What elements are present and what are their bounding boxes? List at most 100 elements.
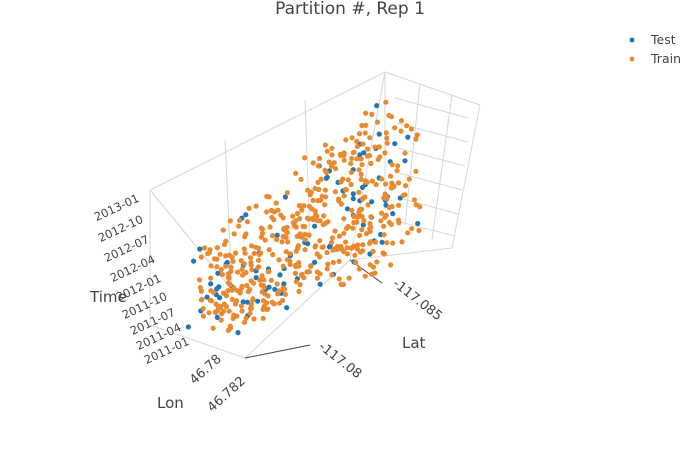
data-point-train xyxy=(399,239,405,245)
data-point-train xyxy=(222,253,229,259)
data-point-train xyxy=(226,275,232,281)
data-point-train xyxy=(239,272,245,278)
data-point-train xyxy=(249,267,255,273)
data-point-train xyxy=(244,219,250,225)
data-point-test xyxy=(376,131,382,137)
data-point-train xyxy=(308,263,314,269)
data-point-train xyxy=(284,230,290,236)
data-point-test xyxy=(350,196,356,202)
data-point-train xyxy=(243,315,249,321)
data-point-train xyxy=(237,217,243,223)
data-point-train xyxy=(326,159,332,165)
legend-item-test[interactable]: Test xyxy=(629,32,676,47)
data-point-train xyxy=(248,302,254,308)
data-point-train xyxy=(341,157,347,163)
data-point-train xyxy=(309,206,315,212)
data-point-train xyxy=(284,190,290,196)
data-point-train xyxy=(251,316,257,322)
data-point-train xyxy=(324,249,330,256)
data-point-train xyxy=(348,169,354,175)
data-point-train xyxy=(319,193,325,199)
data-point-train xyxy=(376,144,382,150)
data-point-train xyxy=(369,178,375,184)
data-point-train xyxy=(357,249,363,255)
data-point-test xyxy=(284,305,290,311)
data-point-train xyxy=(381,232,387,238)
data-point-train xyxy=(378,218,384,224)
data-point-train xyxy=(395,217,402,223)
data-point-train xyxy=(367,152,373,159)
data-point-train xyxy=(302,247,308,253)
data-point-train xyxy=(270,233,276,239)
data-point-train xyxy=(336,196,342,202)
data-point-train xyxy=(394,168,400,174)
data-point-train xyxy=(396,180,402,186)
data-point-train xyxy=(247,255,254,261)
data-point-train xyxy=(315,179,321,185)
lon-tick-label: 46.78 xyxy=(187,352,225,388)
data-point-train xyxy=(228,264,234,270)
data-point-train xyxy=(354,156,360,162)
data-point-train xyxy=(324,266,330,272)
data-point-train xyxy=(312,185,318,191)
data-point-train xyxy=(205,251,211,257)
data-point-test xyxy=(317,281,323,287)
data-point-test xyxy=(326,244,332,250)
data-point-train xyxy=(293,224,299,230)
legend[interactable]: Test Train xyxy=(629,32,682,66)
data-point-train xyxy=(372,239,379,245)
data-point-train xyxy=(266,247,272,253)
data-point-train xyxy=(301,275,307,281)
data-point-train xyxy=(296,288,302,294)
data-point-test xyxy=(274,232,280,238)
chart-title: Partition #, Rep 1 xyxy=(275,0,425,19)
data-point-train xyxy=(235,269,241,275)
data-point-train xyxy=(279,239,285,245)
data-point-train xyxy=(361,218,367,224)
data-point-test xyxy=(350,191,356,197)
data-point-train xyxy=(274,281,280,287)
data-point-train xyxy=(202,245,208,251)
data-point-train xyxy=(242,250,248,256)
data-point-train xyxy=(280,285,286,291)
data-point-train xyxy=(243,231,249,237)
data-point-train xyxy=(333,166,339,172)
data-point-train xyxy=(299,207,305,213)
data-point-test xyxy=(185,324,191,330)
data-point-train xyxy=(314,251,320,257)
data-point-train xyxy=(354,143,360,150)
data-point-train xyxy=(383,130,389,136)
legend-item-train[interactable]: Train xyxy=(629,51,682,66)
data-point-train xyxy=(229,296,235,303)
data-point-train xyxy=(239,266,245,272)
data-point-train xyxy=(231,231,237,237)
data-point-train xyxy=(318,197,324,203)
data-point-train xyxy=(262,291,268,297)
data-point-train xyxy=(246,205,252,211)
data-point-train xyxy=(296,203,302,209)
lat-tick-label: -117.085 xyxy=(390,276,445,324)
data-point-test xyxy=(197,246,203,252)
data-point-train xyxy=(351,149,357,155)
data-point-train xyxy=(408,126,414,132)
data-point-test xyxy=(324,174,330,180)
data-point-train xyxy=(258,225,264,231)
data-point-test xyxy=(344,206,350,212)
data-point-train xyxy=(367,221,373,227)
data-point-test xyxy=(215,270,221,276)
data-point-train xyxy=(386,205,392,211)
data-point-train xyxy=(218,266,224,273)
data-point-train xyxy=(356,266,362,272)
data-point-train xyxy=(225,288,231,294)
data-point-train xyxy=(362,273,368,279)
data-point-train xyxy=(313,243,319,249)
data-point-train xyxy=(223,304,229,310)
data-point-train xyxy=(257,277,263,283)
data-point-train xyxy=(348,161,354,167)
data-point-train xyxy=(341,193,347,199)
data-point-train xyxy=(284,224,290,230)
data-point-train xyxy=(305,187,311,193)
data-point-train xyxy=(274,237,280,243)
data-point-train xyxy=(200,313,206,319)
data-point-train xyxy=(373,181,379,188)
